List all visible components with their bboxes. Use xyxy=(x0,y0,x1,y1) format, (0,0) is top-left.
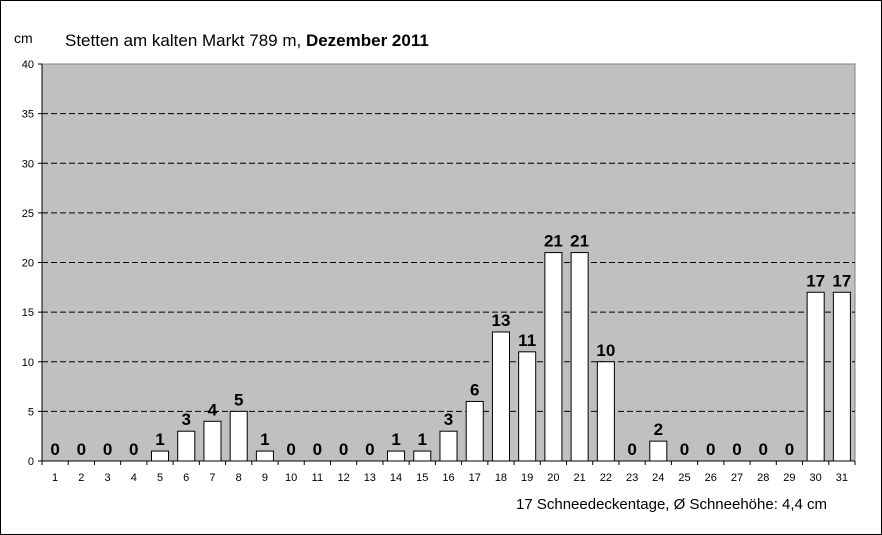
bar-day-15 xyxy=(413,450,432,462)
bar-day-5 xyxy=(150,450,170,462)
x-tick-label: 6 xyxy=(183,472,189,484)
bar-day-16 xyxy=(439,430,458,462)
data-label: 1 xyxy=(260,430,269,449)
bar-day-30 xyxy=(806,291,825,462)
y-tick-label: 5 xyxy=(28,406,34,418)
bar-day-20 xyxy=(544,252,563,462)
data-label: 4 xyxy=(208,400,218,419)
bar-day-8 xyxy=(229,410,248,462)
y-axis-unit: cm xyxy=(14,30,33,46)
data-label: 0 xyxy=(313,440,322,459)
chart-title-station: Stetten am kalten Markt 789 m, xyxy=(65,31,302,50)
data-label: 17 xyxy=(832,271,851,290)
x-tick-label: 16 xyxy=(442,472,454,484)
data-label: 10 xyxy=(596,341,615,360)
y-tick-label: 15 xyxy=(22,307,34,319)
data-label: 1 xyxy=(391,430,400,449)
y-tick-label: 35 xyxy=(22,109,34,121)
data-label: 0 xyxy=(103,440,112,459)
x-tick-label: 27 xyxy=(731,472,743,484)
x-tick-label: 22 xyxy=(600,472,612,484)
data-label: 11 xyxy=(518,331,536,350)
x-tick-label: 24 xyxy=(652,472,664,484)
data-label: 0 xyxy=(706,440,715,459)
x-tick-label: 31 xyxy=(836,472,848,484)
data-label: 0 xyxy=(732,440,741,459)
x-tick-label: 8 xyxy=(236,472,242,484)
x-tick-label: 2 xyxy=(78,472,84,484)
chart-footer: 17 Schneedeckentage, Ø Schneehöhe: 4,4 c… xyxy=(516,496,828,513)
y-tick-label: 0 xyxy=(28,456,34,468)
data-label: 0 xyxy=(129,440,138,459)
data-label: 17 xyxy=(806,271,825,290)
y-tick-label: 10 xyxy=(22,357,34,369)
data-label: 0 xyxy=(758,440,767,459)
x-tick-label: 26 xyxy=(705,472,717,484)
bar-day-7 xyxy=(203,420,222,462)
x-tick-label: 15 xyxy=(416,472,428,484)
data-label: 3 xyxy=(444,410,453,429)
y-tick-label: 30 xyxy=(22,158,34,170)
bar-day-6 xyxy=(177,430,196,462)
data-label: 0 xyxy=(627,440,636,459)
data-label: 0 xyxy=(286,440,295,459)
x-tick-label: 30 xyxy=(810,472,822,484)
chart-title-period: Dezember 2011 xyxy=(305,31,429,50)
x-tick-label: 19 xyxy=(521,472,533,484)
data-label: 21 xyxy=(570,232,589,251)
x-tick-label: 13 xyxy=(364,472,376,484)
x-tick-label: 7 xyxy=(209,472,215,484)
plot-area: 0510152025303540010203041536475819010011… xyxy=(22,59,856,484)
y-tick-label: 40 xyxy=(22,59,34,71)
chart-title: Stetten am kalten Markt 789 m, Dezember … xyxy=(65,31,429,51)
bar-day-18 xyxy=(491,331,510,462)
x-tick-label: 23 xyxy=(626,472,638,484)
data-label: 5 xyxy=(234,390,243,409)
data-label: 0 xyxy=(680,440,689,459)
bar-day-31 xyxy=(832,291,851,462)
bar-day-14 xyxy=(387,450,406,462)
data-label: 3 xyxy=(182,410,191,429)
x-tick-label: 10 xyxy=(285,472,297,484)
data-label: 6 xyxy=(470,380,479,399)
data-label: 0 xyxy=(77,440,86,459)
x-tick-label: 14 xyxy=(390,472,402,484)
data-label: 0 xyxy=(785,440,794,459)
x-tick-label: 11 xyxy=(312,472,323,484)
bar-day-22 xyxy=(596,361,615,462)
x-tick-label: 17 xyxy=(469,472,481,484)
bar-day-17 xyxy=(465,400,484,462)
x-tick-label: 12 xyxy=(337,472,349,484)
x-tick-label: 18 xyxy=(495,472,507,484)
x-tick-label: 29 xyxy=(783,472,795,484)
x-tick-label: 25 xyxy=(678,472,690,484)
x-tick-label: 4 xyxy=(131,472,137,484)
x-tick-label: 21 xyxy=(574,472,586,484)
x-tick-label: 28 xyxy=(757,472,769,484)
data-label: 13 xyxy=(491,311,510,330)
x-tick-label: 20 xyxy=(547,472,559,484)
data-label: 0 xyxy=(365,440,374,459)
data-label: 1 xyxy=(418,430,427,449)
data-label: 21 xyxy=(544,232,563,251)
x-tick-label: 9 xyxy=(262,472,268,484)
x-tick-label: 5 xyxy=(157,472,163,484)
bar-day-24 xyxy=(649,440,668,462)
x-tick-label: 1 xyxy=(52,472,58,484)
bar-day-21 xyxy=(570,252,589,462)
data-label: 2 xyxy=(654,420,663,439)
y-tick-label: 20 xyxy=(22,258,34,270)
bar-day-9 xyxy=(255,450,274,462)
data-label: 0 xyxy=(50,440,59,459)
bar-day-19 xyxy=(518,351,537,462)
data-label: 0 xyxy=(339,440,348,459)
y-tick-label: 25 xyxy=(22,208,34,220)
x-tick-label: 3 xyxy=(105,472,111,484)
data-label: 1 xyxy=(155,430,164,449)
